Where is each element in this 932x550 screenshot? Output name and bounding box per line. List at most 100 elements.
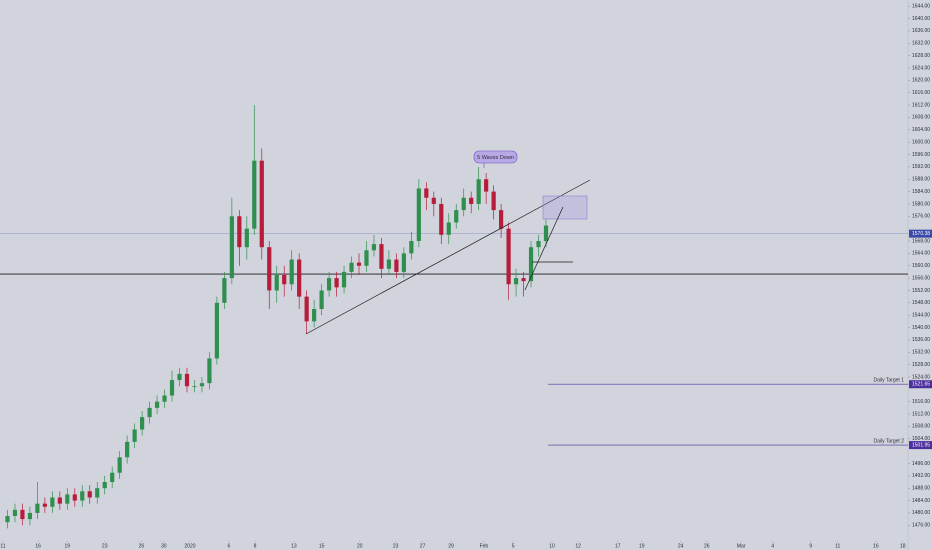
candle-body (5, 516, 10, 523)
y-tick-label: 1564.00 (912, 251, 930, 257)
y-tick-label: 1640.00 (912, 16, 930, 22)
candle-body (154, 401, 160, 408)
x-tick-label: 19 (639, 543, 645, 549)
candle-body (341, 271, 347, 288)
x-tick-label: 8 (254, 543, 257, 549)
candle-body (356, 262, 362, 266)
candle-body (431, 197, 436, 204)
candle-body (27, 512, 33, 520)
target-box (542, 195, 588, 220)
target-tag (909, 441, 932, 450)
y-tick-label: 1496.00 (912, 461, 930, 467)
candle-body (72, 494, 77, 501)
x-tick-label: 30 (161, 543, 167, 549)
y-tick-label: 1532.00 (912, 350, 930, 356)
y-tick-label: 1536.00 (912, 337, 930, 343)
candle-body (229, 216, 234, 279)
candle-body (499, 210, 504, 229)
candle-body (192, 386, 197, 388)
y-tick-label: 1584.00 (912, 189, 930, 195)
y-tick-label: 1608.00 (912, 115, 930, 121)
candle-body (87, 491, 92, 498)
candle-body (169, 380, 175, 396)
y-tick-label: 1512.00 (912, 411, 930, 417)
candle-body (162, 395, 167, 402)
y-tick-label: 1528.00 (912, 362, 930, 368)
candle-body (409, 241, 414, 254)
candle-body (110, 472, 115, 483)
y-tick-label: 1480.00 (912, 510, 930, 516)
plot: 1644.00 1640.00 1636.00 1632.00 1628.00 1624.… (0, 4, 932, 549)
y-tick-label: 1632.00 (912, 41, 930, 47)
candle-body (282, 275, 287, 285)
candle-body (20, 509, 25, 520)
x-tick-label: 6 (227, 543, 230, 549)
candle-body (312, 308, 317, 322)
candle-body (147, 407, 152, 418)
candle-body (244, 228, 249, 248)
y-tick-label: 1568.00 (912, 238, 930, 244)
annotation-text: 5 Waves Down (477, 155, 514, 161)
candle-body (349, 262, 354, 272)
candle-body (267, 247, 272, 291)
candle-body (207, 358, 212, 384)
candle-body (102, 482, 107, 489)
x-tick-label: 27 (420, 543, 426, 549)
y-tick-label: 1588.00 (912, 177, 930, 183)
target-value: 1521.65 (912, 382, 930, 388)
x-tick-label: Feb (480, 543, 489, 549)
candle-body (140, 417, 145, 430)
x-tick-label: 26 (704, 543, 710, 549)
candle-body (334, 278, 339, 288)
candle-body (386, 259, 392, 269)
y-tick-label: 1620.00 (912, 78, 930, 84)
candle-body (297, 259, 302, 297)
wedge-line (524, 206, 564, 291)
x-tick-label: 10 (549, 543, 555, 549)
candle-body (379, 244, 384, 269)
y-tick-label: 1636.00 (912, 28, 930, 34)
y-tick-label: 1540.00 (912, 325, 930, 331)
x-tick-label: 11 (835, 543, 840, 549)
candle-body (521, 278, 526, 282)
x-tick-label: 11 (0, 543, 5, 549)
candle-body (461, 197, 466, 211)
x-tick-label: 16 (873, 543, 879, 549)
last-price-tag (909, 229, 932, 238)
candle-body (528, 247, 534, 282)
trend-line (305, 179, 591, 335)
y-tick-label: 1488.00 (912, 486, 930, 492)
y-tick-label: 1644.00 (912, 4, 930, 10)
x-tick-label: 26 (139, 543, 145, 549)
candle-body (177, 373, 182, 381)
x-tick-label: 15 (319, 543, 325, 549)
candle-body (199, 383, 205, 387)
y-tick-label: 1560.00 (912, 263, 930, 269)
x-tick-label: 19 (65, 543, 71, 549)
x-tick-label: 23 (102, 543, 108, 549)
y-tick-label: 1616.00 (912, 90, 930, 96)
y-tick-label: 1600.00 (912, 139, 930, 145)
candle-body (469, 197, 474, 204)
y-tick-label: 1508.00 (912, 424, 930, 430)
y-tick-label: 1544.00 (912, 312, 930, 318)
y-tick-label: 1484.00 (912, 498, 930, 504)
target-value: 1501.95 (912, 442, 930, 448)
y-tick-label: 1596.00 (912, 152, 930, 158)
y-tick-label: 1612.00 (912, 102, 930, 108)
candle-body (132, 429, 137, 442)
candle-body (364, 250, 369, 266)
x-tick-label: 13 (291, 543, 297, 549)
candle-body (506, 228, 511, 285)
candle-body (80, 491, 85, 501)
y-tick-label: 1592.00 (912, 164, 930, 170)
candle-body (439, 203, 444, 235)
x-tick-label: 16 (35, 543, 41, 549)
candle-body (536, 241, 541, 248)
x-tick-label: 20 (357, 543, 363, 549)
candle-body (416, 188, 421, 242)
candle-body (65, 494, 70, 504)
candle-body (543, 225, 549, 242)
